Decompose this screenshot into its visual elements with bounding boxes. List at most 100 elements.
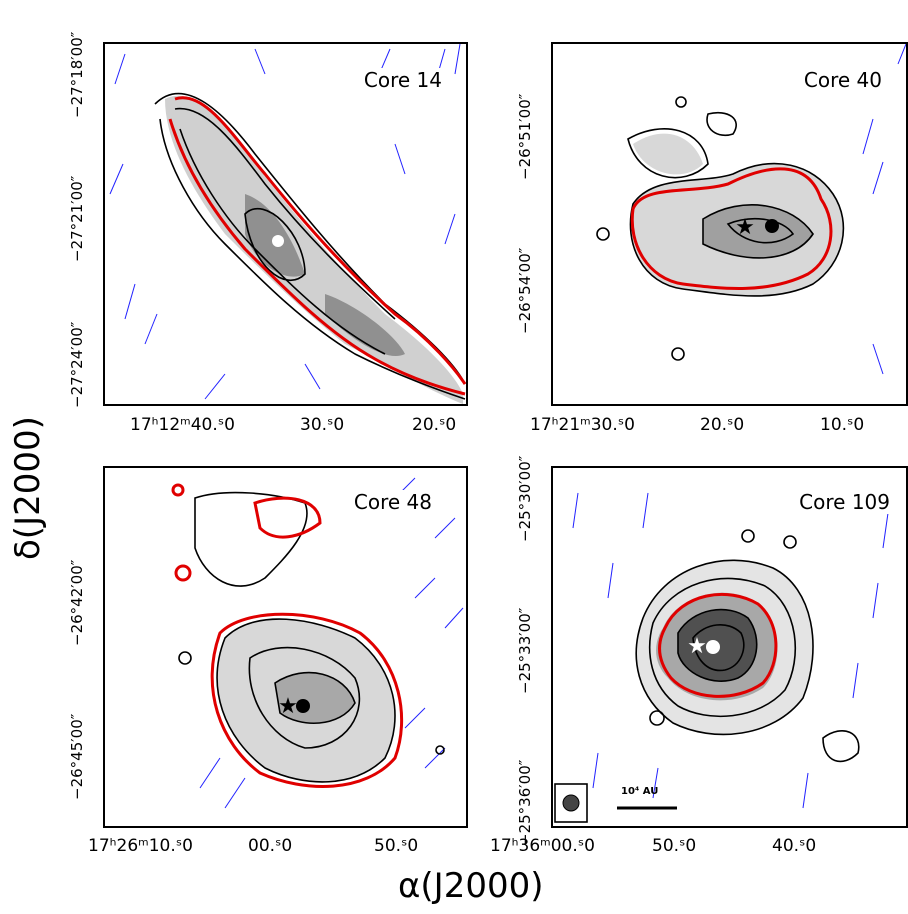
- highlight-contour: [658, 592, 778, 698]
- panel-core-14: Core 14: [103, 42, 468, 406]
- y-tick-label: −27°18′00″: [68, 31, 86, 118]
- highlight-contour: [174, 96, 466, 385]
- polarization-vector: [254, 48, 266, 75]
- polarization-vector: [882, 512, 889, 549]
- highlight-contour: [253, 496, 322, 539]
- highlight-contour: [210, 612, 404, 788]
- highlight-contour: [630, 167, 833, 290]
- polarization-vector: [872, 582, 879, 619]
- x-tick-label: 17ʰ36ᵐ00.ˢ0: [490, 836, 595, 856]
- source-marker-black-dot: [296, 699, 310, 713]
- polarization-vector: [414, 577, 436, 599]
- contour: [216, 618, 396, 783]
- polarization-vector: [404, 707, 426, 729]
- polarization-vector: [304, 363, 321, 390]
- polarization-vector: [124, 283, 136, 320]
- polarization-vector: [642, 492, 649, 529]
- polarization-vector: [114, 53, 126, 85]
- polarization-vector: [424, 747, 446, 769]
- x-tick-label: 20.ˢ0: [412, 415, 457, 435]
- x-tick-label: 40.ˢ0: [772, 836, 817, 856]
- y-axis-title: δ(J2000): [8, 416, 48, 560]
- x-tick-label: 17ʰ26ᵐ10.ˢ0: [88, 836, 193, 856]
- contour: [649, 710, 665, 726]
- contour: [178, 651, 192, 665]
- x-tick-label: 20.ˢ0: [700, 415, 745, 435]
- panel-core-48: ★ Core 48: [103, 466, 468, 828]
- core-label: Core 40: [801, 68, 884, 92]
- scale-bar-label: 10⁴ AU: [621, 786, 659, 797]
- contour: [675, 96, 687, 108]
- intensity-core: [275, 672, 355, 724]
- x-tick-label: 17ʰ12ᵐ40.ˢ0: [130, 415, 235, 435]
- panel-core-40: ★ Core 40: [551, 42, 908, 406]
- x-axis-title: α(J2000): [398, 866, 544, 906]
- y-tick-label: −25°36′00″: [516, 759, 534, 846]
- contour: [677, 608, 758, 682]
- y-tick-label: −26°54′00″: [516, 247, 534, 334]
- contour: [274, 671, 356, 724]
- polarization-vector: [872, 343, 884, 375]
- x-tick-label: 17ʰ21ᵐ30.ˢ0: [530, 415, 635, 435]
- contour: [629, 162, 845, 297]
- contour: [822, 729, 860, 763]
- y-tick-label: −27°24′00″: [68, 321, 86, 408]
- polarization-vector: [204, 373, 226, 400]
- contour: [244, 207, 306, 281]
- contour: [783, 535, 797, 549]
- beam-ellipse: [562, 794, 580, 812]
- polarization-vector: [897, 44, 906, 65]
- x-tick-label: 00.ˢ0: [248, 836, 293, 856]
- source-marker-black-dot: [765, 219, 779, 233]
- intensity-fill: [633, 133, 703, 175]
- core-14-map: [109, 44, 466, 404]
- polarization-vector: [862, 118, 874, 155]
- contour: [692, 624, 745, 672]
- contour: [648, 577, 796, 718]
- polarization-vector: [144, 313, 158, 345]
- core-109-map: ★: [554, 492, 889, 823]
- polarization-vector: [607, 562, 614, 599]
- contour: [706, 112, 737, 136]
- x-tick-label: 50.ˢ0: [652, 836, 697, 856]
- core-48-map: ★: [171, 477, 464, 809]
- core-label: Core 14: [361, 68, 444, 92]
- polarization-vector: [434, 517, 456, 539]
- y-tick-label: −26°42′00″: [68, 559, 86, 646]
- source-marker-white-dot: [706, 640, 720, 654]
- polarization-vector: [109, 163, 124, 195]
- intensity-core: [245, 194, 305, 277]
- beam-box: [554, 783, 588, 823]
- source-marker-star: ★: [735, 215, 755, 240]
- contour: [741, 529, 755, 543]
- contour: [159, 118, 466, 400]
- core-label: Core 109: [797, 490, 892, 514]
- polarization-vector: [852, 662, 859, 699]
- highlight-contour: [174, 564, 192, 582]
- polarization-vector: [592, 752, 599, 789]
- polarization-vector: [652, 767, 659, 799]
- x-tick-label: 30.ˢ0: [300, 415, 345, 435]
- contour: [596, 227, 610, 241]
- contour: [702, 204, 814, 259]
- y-tick-label: −26°45′00″: [68, 713, 86, 800]
- source-marker-star: ★: [278, 694, 298, 719]
- contour: [671, 347, 685, 361]
- x-tick-label: 50.ˢ0: [374, 836, 419, 856]
- source-marker-white-star: ★: [687, 634, 707, 659]
- y-tick-label: −27°21′00″: [68, 175, 86, 262]
- y-tick-label: −25°33′00″: [516, 607, 534, 694]
- polarization-vector: [802, 772, 809, 809]
- highlight-contour: [168, 118, 466, 396]
- y-tick-label: −26°51′00″: [516, 93, 534, 180]
- intensity-core: [325, 294, 405, 356]
- polarization-vector: [199, 757, 221, 789]
- polarization-vector: [394, 143, 406, 175]
- polarization-vector: [444, 213, 456, 245]
- intensity-core: [703, 204, 813, 258]
- source-marker-white-dot: [272, 235, 284, 247]
- contour: [635, 559, 814, 736]
- y-tick-label: −25°30′00″: [516, 455, 534, 542]
- contour: [194, 491, 308, 587]
- polarization-vector: [224, 777, 246, 809]
